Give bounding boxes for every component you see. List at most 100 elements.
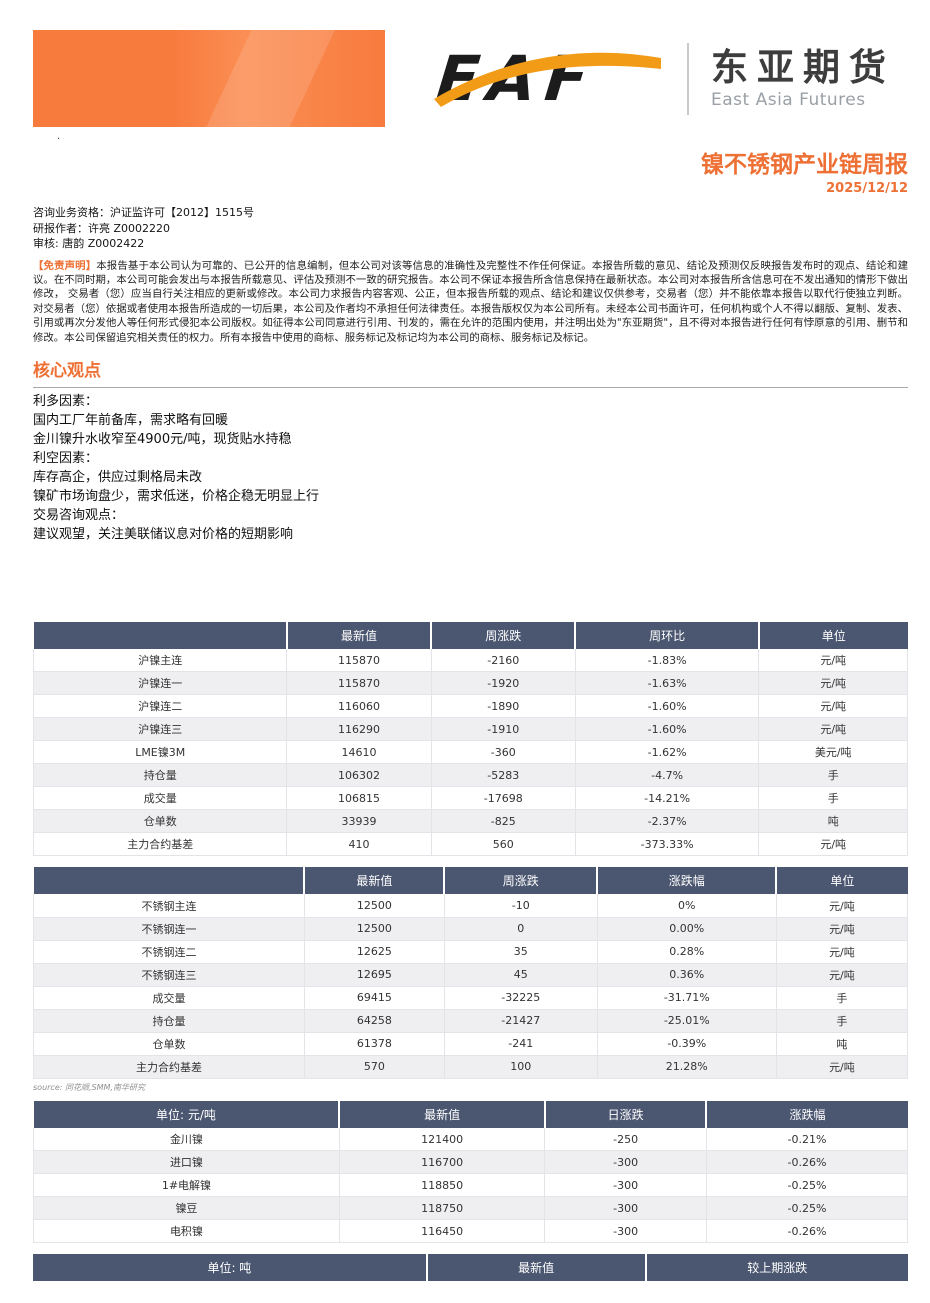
table-cell: 仓单数	[33, 1032, 305, 1056]
table-cell: -825	[430, 809, 576, 834]
table-row: 不锈钢主连 12500 -10 0% 元/吨	[33, 894, 909, 918]
table-cell: 沪镍连一	[32, 671, 288, 696]
core-view-line: 镍矿市场询盘少，需求低迷，价格企稳无明显上行	[33, 488, 320, 504]
table-cell: 镍豆	[33, 1196, 340, 1221]
table-cell: 14610	[286, 740, 432, 765]
table-cell: 元/吨	[758, 832, 908, 857]
table-cell: 手	[775, 986, 909, 1010]
table-row: 仓单数 61378 -241 -0.39% 吨	[33, 1032, 909, 1056]
table-row: 不锈钢连二 12625 35 0.28% 元/吨	[33, 940, 909, 964]
table-cell: -4.7%	[574, 763, 760, 788]
table-cell: 116450	[338, 1219, 546, 1244]
table-header-row: 最新值 周涨跌 涨跌幅 单位	[33, 867, 908, 895]
table-cell: 116700	[338, 1150, 546, 1175]
core-view-line: 利多因素：	[33, 393, 99, 409]
table-cell: -2.37%	[574, 809, 760, 834]
table-cell: 100	[443, 1055, 598, 1079]
column-header: 最新值	[285, 621, 432, 649]
table-row: LME镍3M 14610 -360 -1.62% 美元/吨	[32, 740, 908, 765]
table-cell: 0%	[596, 894, 777, 918]
table-cell: 106815	[286, 786, 432, 811]
table-cell: -300	[544, 1173, 707, 1198]
disclaimer: 【免责声明】本报告基于本公司认为可靠的、已公开的信息编制，但本公司对该等信息的准…	[33, 259, 908, 345]
table-cell: 主力合约基差	[33, 1055, 305, 1079]
table-row: 电积镍 116450 -300 -0.26%	[33, 1219, 909, 1244]
table-cell: -0.39%	[596, 1032, 777, 1056]
table-cell: 持仓量	[33, 1009, 305, 1033]
table-cell: 元/吨	[775, 917, 909, 941]
table-cell: 仓单数	[32, 809, 288, 834]
table-cell: 560	[430, 832, 576, 857]
table-cell: 元/吨	[758, 694, 908, 719]
column-header: 涨跌幅	[596, 867, 777, 895]
table-cell: -0.26%	[705, 1219, 909, 1244]
table-cell: 0.28%	[596, 940, 777, 964]
table-row: 进口镍 116700 -300 -0.26%	[33, 1150, 909, 1175]
table-cell: 0	[443, 917, 598, 941]
table-cell: -17698	[430, 786, 576, 811]
table-cell: 118850	[338, 1173, 546, 1198]
table-cell: -241	[443, 1032, 598, 1056]
column-header: 较上期涨跌	[644, 1254, 908, 1282]
table-cell: 不锈钢主连	[33, 894, 305, 918]
credentials-block: 咨询业务资格：沪证监许可【2012】1515号 研报作者：许亮 Z0002220…	[33, 205, 908, 252]
core-view-lines: 利多因素： 国内工厂年前备库，需求略有回暖 金川镍升水收窄至4900元/吨，现货贴水…	[33, 392, 908, 544]
table-cell: 570	[303, 1055, 445, 1079]
table-cell: 元/吨	[758, 648, 908, 673]
reviewer-line: 审核: 唐韵 Z0002422	[33, 237, 145, 250]
table-cell: -1.63%	[574, 671, 760, 696]
table-row: 不锈钢连一 12500 0 0.00% 元/吨	[33, 917, 909, 941]
section-divider	[33, 386, 908, 388]
core-view-line: 国内工厂年前备库，需求略有回暖	[33, 412, 229, 428]
table-cell: 116060	[286, 694, 432, 719]
table-cell: 元/吨	[775, 963, 909, 987]
table-cell: -10	[443, 894, 598, 918]
table-cell: LME镍3M	[32, 740, 288, 765]
inventory-table: 单位: 吨最新值 较上期涨跌	[33, 1254, 908, 1282]
table-cell: -0.25%	[705, 1173, 909, 1198]
column-header: 周涨跌	[443, 867, 598, 895]
table-cell: -32225	[443, 986, 598, 1010]
table-cell: -300	[544, 1219, 707, 1244]
table-cell: -1.60%	[574, 694, 760, 719]
table-row: 不锈钢连三 12695 45 0.36% 元/吨	[33, 963, 909, 987]
table-cell: 115870	[286, 648, 432, 673]
table-cell: -21427	[443, 1009, 598, 1033]
table-cell: -300	[544, 1196, 707, 1221]
company-name-cn: 东亚期货	[711, 46, 895, 89]
table-row: 持仓量 64258 -21427 -25.01% 手	[33, 1009, 909, 1033]
table-header-row: 单位: 元/吨 最新值 日涨跌 涨跌幅	[33, 1100, 908, 1128]
table-cell: -2160	[430, 648, 576, 673]
table-cell: 元/吨	[775, 940, 909, 964]
table-row: 沪镍主连 115870 -2160 -1.83% 元/吨	[32, 648, 908, 673]
table-cell: -300	[544, 1150, 707, 1175]
table-cell: 106302	[286, 763, 432, 788]
table-row: 镍豆 118750 -300 -0.25%	[33, 1196, 909, 1221]
brand-banner-graphic	[33, 30, 385, 127]
table-cell: 21.28%	[596, 1055, 777, 1079]
table-cell: 进口镍	[33, 1150, 340, 1175]
table-cell: 115870	[286, 671, 432, 696]
table-cell: -0.21%	[705, 1127, 909, 1152]
table-cell: 33939	[286, 809, 432, 834]
table-cell: 主力合约基差	[32, 832, 288, 857]
table-cell: 不锈钢连三	[33, 963, 305, 987]
table-cell: 沪镍连二	[32, 694, 288, 719]
column-header: 最新值	[303, 867, 445, 895]
table-cell: -1.62%	[574, 740, 760, 765]
table-cell: -250	[544, 1127, 707, 1152]
table-cell: 121400	[338, 1127, 546, 1152]
table-cell: 0.00%	[596, 917, 777, 941]
author-line: 研报作者：许亮 Z0002220	[33, 221, 171, 235]
table-row: 成交量 106815 -17698 -14.21% 手	[32, 786, 908, 811]
table-cell: 元/吨	[775, 1055, 909, 1079]
company-name-en: East Asia Futures	[711, 90, 866, 110]
stainless-steel-table: 最新值 周涨跌 涨跌幅 单位 不锈钢主连 12500 -10 0% 元/吨 不锈钢连一 12500 0…	[33, 867, 909, 1079]
table-row: 沪镍连一 115870 -1920 -1.63% 元/吨	[32, 671, 908, 696]
source-note: source: 同花顺,SMM,南华研究	[33, 1082, 145, 1092]
core-view-line: 利空因素：	[33, 450, 99, 466]
table-cell: 12500	[303, 917, 445, 941]
core-view-line: 库存高企，供应过剩格局未改	[33, 469, 203, 485]
table-cell: -1890	[430, 694, 576, 719]
table-row: 主力合约基差 410 560 -373.33% 元/吨	[32, 832, 908, 857]
